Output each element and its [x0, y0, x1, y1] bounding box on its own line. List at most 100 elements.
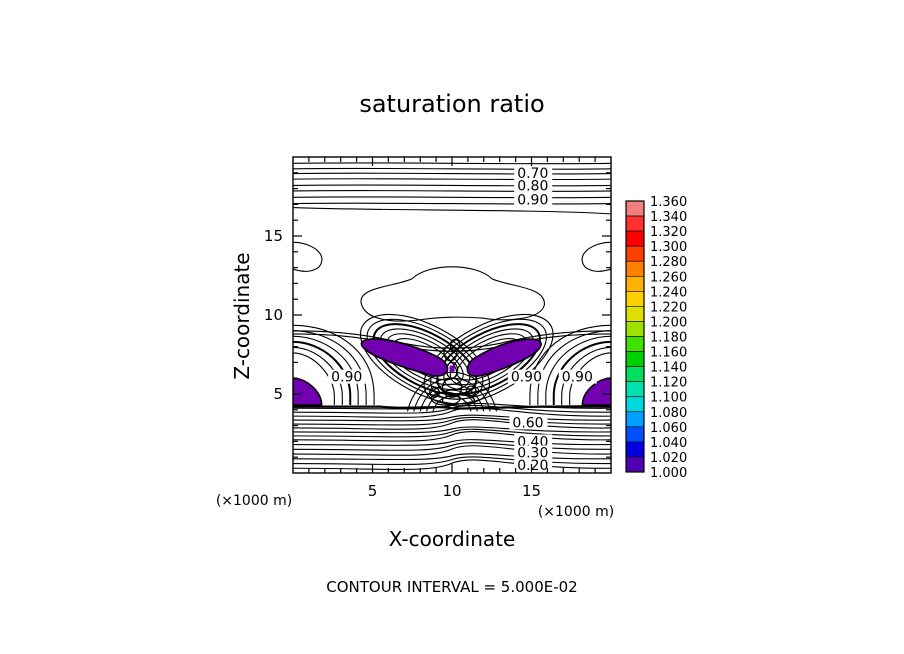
contour-label: 0.20	[517, 458, 548, 474]
contour-label: 0.90	[511, 370, 542, 386]
colorbar-swatch	[625, 291, 645, 307]
contour-line	[293, 346, 343, 406]
contour-label-bg	[514, 178, 553, 193]
contour-layer: 0.700.800.900.90 0.90 0.900.600.400.300.20	[293, 162, 611, 474]
colorbar-level-label: 1.180	[650, 331, 687, 346]
contour-label-bg	[514, 434, 553, 449]
contour-line	[293, 324, 375, 406]
colorbar-level-label: 1.360	[650, 195, 687, 210]
contour-line	[360, 266, 545, 322]
contour-line	[419, 383, 485, 412]
colorbar-swatch	[625, 426, 645, 443]
colorbar-level-label: 1.140	[650, 361, 687, 376]
colorbar-swatch	[625, 396, 645, 413]
contour-line	[293, 241, 323, 272]
filled-region-left-edge	[293, 377, 323, 406]
contour-line	[449, 338, 461, 352]
colorbar-level-label: 1.220	[650, 300, 687, 315]
contour-line	[552, 340, 611, 406]
contour-label: 0.70	[517, 166, 548, 182]
colorbar-level-label: 1.120	[650, 376, 687, 391]
contour-line	[465, 385, 477, 397]
contour-line	[430, 391, 461, 406]
contour-line	[293, 333, 611, 352]
contour-line	[293, 207, 611, 215]
contour-line	[293, 172, 611, 175]
colorbar-level-label: 1.000	[650, 466, 687, 481]
contour-line	[581, 241, 611, 272]
contour-line	[293, 202, 611, 205]
contour-line	[537, 330, 611, 406]
contour-line	[441, 394, 475, 407]
contour-label-bg	[514, 165, 553, 180]
colorbar-swatch	[625, 321, 645, 337]
contour-label: 0.80	[517, 178, 548, 194]
contour-label: 0.30	[517, 445, 548, 461]
colorbar-swatch	[625, 275, 645, 292]
colorbar-level-label: 1.160	[650, 346, 687, 361]
x-axis-unit: (×1000 m)	[538, 504, 614, 520]
y-axis-unit: (×1000 m)	[216, 493, 292, 509]
contour-line	[561, 346, 611, 406]
contour-interval-note: CONTOUR INTERVAL = 5.000E-02	[326, 578, 577, 596]
contour-line	[406, 371, 498, 412]
contour-line	[293, 428, 611, 438]
contour-label-bg	[558, 369, 597, 384]
contour-line	[293, 167, 611, 170]
colorbar-level-label: 1.340	[650, 210, 687, 225]
colorbar-level-label: 1.300	[650, 240, 687, 255]
colorbar-swatch	[625, 351, 645, 367]
contour-label-bg	[514, 445, 553, 460]
colorbar-swatch	[625, 260, 645, 277]
contour-line	[413, 377, 491, 412]
x-tick-label: 15	[522, 482, 541, 500]
contour-label: 0.60	[512, 415, 543, 431]
contour-line	[545, 335, 611, 406]
contour-line	[293, 407, 611, 418]
contour-label-bg	[514, 458, 553, 473]
chart-title: saturation ratio	[359, 90, 544, 118]
plot-area: 0.700.800.900.90 0.90 0.900.600.400.300.20…	[264, 156, 612, 500]
colorbar-level-label: 1.040	[650, 436, 687, 451]
colorbar-level-label: 1.260	[650, 270, 687, 285]
contour-line	[293, 335, 359, 406]
y-axis-label: Z-coordinate	[230, 252, 254, 379]
colorbar-swatch	[625, 215, 645, 232]
colorbar-swatch	[625, 200, 645, 217]
colorbar-swatch	[625, 230, 645, 247]
contour-label-bg	[509, 415, 548, 430]
contour-line	[432, 395, 472, 412]
contour-line	[293, 196, 611, 199]
contour-line	[293, 189, 611, 192]
colorbar-swatch	[625, 336, 645, 352]
contour-label-bg	[514, 192, 553, 207]
colorbar-level-label: 1.080	[650, 406, 687, 421]
colorbar-swatch	[625, 306, 645, 322]
contour-line	[426, 389, 478, 412]
colorbar-level-label: 1.020	[650, 451, 687, 466]
contour-line	[366, 318, 484, 400]
colorbar-level-label: 1.060	[650, 421, 687, 436]
colorbar-swatch	[625, 411, 645, 428]
x-axis-label: X-coordinate	[389, 527, 516, 551]
colorbar-swatch	[625, 456, 645, 473]
contour-line	[293, 184, 611, 187]
colorbar-swatch	[625, 245, 645, 262]
contour-label: 0.90	[517, 193, 548, 209]
colorbar-level-label: 1.100	[650, 391, 687, 406]
colorbar: 1.3601.3401.3201.3001.2801.2601.2401.220…	[625, 195, 687, 481]
contour-line	[293, 426, 611, 434]
colorbar-level-label: 1.280	[650, 255, 687, 270]
y-tick-label: 15	[264, 227, 283, 245]
x-tick-label: 10	[442, 482, 461, 500]
colorbar-frame	[625, 200, 645, 473]
x-tick-label: 5	[368, 482, 378, 500]
contour-line	[293, 445, 611, 456]
filled-region-center	[449, 365, 455, 372]
colorbar-swatch	[625, 381, 645, 398]
filled-region-left	[360, 338, 449, 377]
colorbar-level-label: 1.240	[650, 285, 687, 300]
colorbar-swatch	[625, 366, 645, 382]
contour-line	[436, 323, 541, 396]
